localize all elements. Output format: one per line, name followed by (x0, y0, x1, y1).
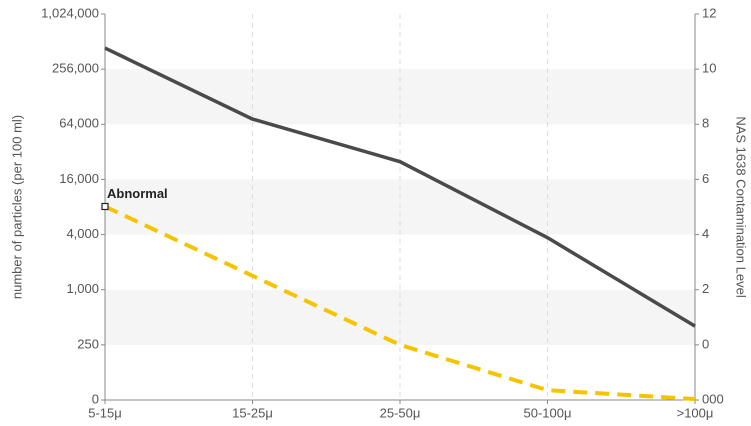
series-line (104, 46, 696, 328)
y2-tick-label: 000 (702, 391, 724, 406)
y2-tick-label: 6 (702, 171, 709, 186)
x-tick-label: 50-100μ (524, 405, 572, 420)
y-tick-label: 1,000 (66, 281, 99, 296)
y-tick-label: 64,000 (59, 116, 99, 131)
y-tick-label: 1,024,000 (41, 5, 99, 20)
x-tick-label: 15-25μ (232, 405, 273, 420)
y2-tick-label: 10 (702, 61, 716, 76)
y-tick-label: 0 (92, 391, 99, 406)
grid-band (105, 289, 695, 345)
y-tick-label: 16,000 (59, 171, 99, 186)
y-axis-label: number of particles (per 100 ml) (9, 115, 24, 299)
y2-axis-label: NAS 1638 Contamination Level (734, 116, 749, 298)
x-tick-label: >100μ (677, 405, 714, 420)
y2-tick-label: 8 (702, 116, 709, 131)
y2-tick-label: 2 (702, 281, 709, 296)
y-tick-label: 256,000 (52, 61, 99, 76)
y2-tick-label: 12 (702, 5, 716, 20)
x-tick-label: 25-50μ (380, 405, 421, 420)
annotation-marker (101, 202, 109, 211)
y2-tick-label: 4 (702, 226, 709, 241)
series-line (104, 204, 696, 402)
y-tick-label: 250 (77, 336, 99, 351)
y2-tick-label: 0 (702, 336, 709, 351)
annotation: Abnormal (107, 186, 168, 201)
y-tick-label: 4,000 (66, 226, 99, 241)
x-tick-label: 5-15μ (88, 405, 122, 420)
